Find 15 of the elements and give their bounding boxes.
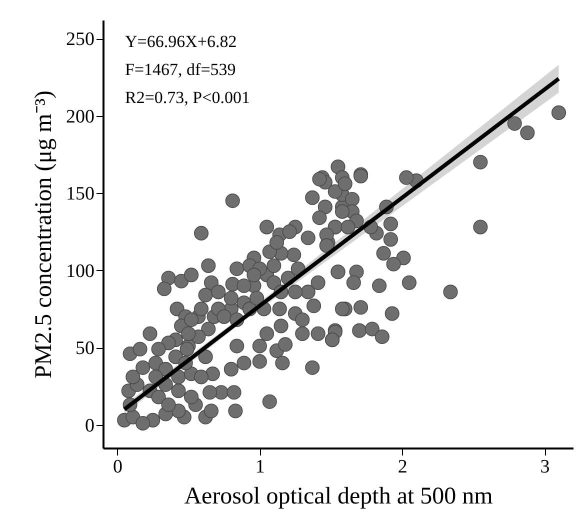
y-axis-title: PM2.5 concentration (μg m⁻³) [31, 90, 57, 379]
x-tick-label: 2 [398, 456, 408, 478]
y-tick-label: 0 [85, 415, 94, 436]
x-tick-label: 1 [255, 456, 265, 478]
x-tick-label: 0 [112, 456, 122, 478]
y-tick-label: 200 [66, 106, 94, 128]
annotation: F=1467, df=539 [125, 60, 236, 79]
y-tick-label: 50 [76, 338, 94, 360]
annotation: Y=66.96X+6.82 [125, 32, 237, 51]
y-tick-label: 250 [66, 29, 94, 50]
x-axis-title: Aerosol optical depth at 500 nm [184, 484, 494, 510]
x-tick-label: 3 [540, 456, 550, 478]
annotation: R2=0.73, P<0.001 [125, 88, 250, 107]
y-tick-label: 100 [66, 260, 94, 282]
y-tick-label: 150 [66, 184, 94, 205]
